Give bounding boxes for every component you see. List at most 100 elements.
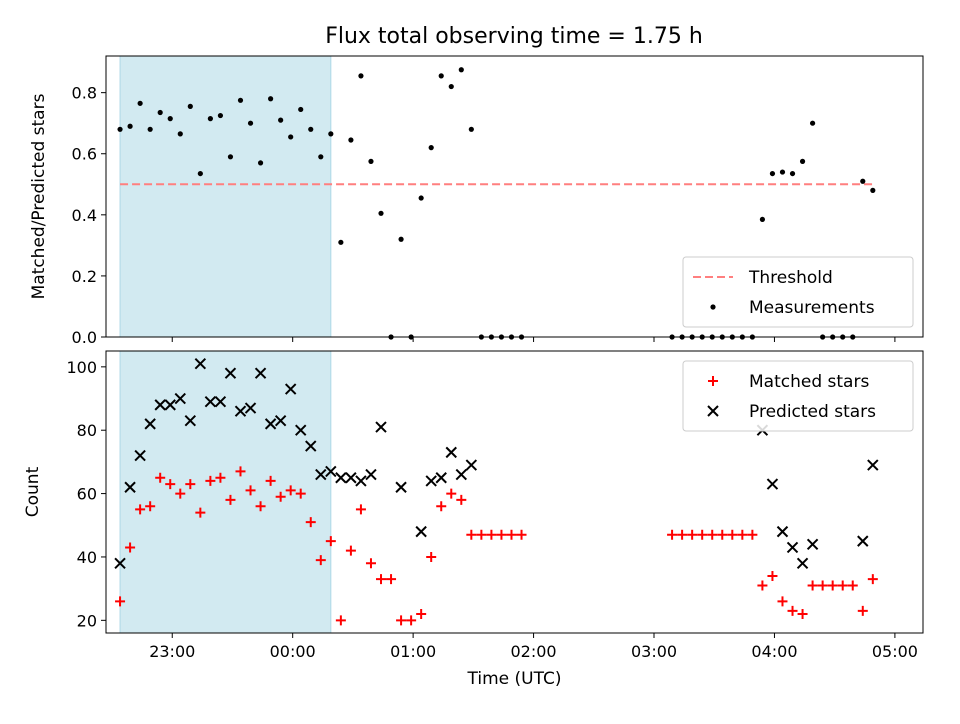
data-point [435, 472, 447, 484]
data-point [687, 529, 698, 540]
legend-label: Predicted stars [749, 402, 876, 422]
data-point [205, 475, 216, 486]
data-point [117, 126, 123, 132]
data-point [386, 574, 397, 585]
data-point [174, 392, 186, 405]
legend-box [682, 360, 914, 432]
legend-box [682, 256, 914, 328]
data-point [215, 472, 226, 483]
data-point [185, 479, 196, 490]
data-point [114, 557, 126, 569]
data-point [164, 399, 176, 411]
legend: Threshold Measurements [682, 256, 914, 328]
legend-marker [708, 376, 718, 386]
data-point [284, 383, 297, 395]
data-point [315, 555, 326, 566]
data-point [777, 596, 788, 607]
data-point [144, 418, 156, 430]
y-axis-label: Matched/Predicted stars [29, 93, 49, 299]
y-tick-label: 0.8 [72, 84, 97, 103]
data-point [707, 529, 718, 540]
data-point [254, 367, 267, 379]
x-tick-label: 01:00 [390, 642, 436, 661]
data-point [145, 501, 156, 512]
data-point [737, 529, 748, 540]
data-point [278, 117, 284, 123]
data-point [677, 529, 688, 540]
data-point [184, 415, 197, 427]
x-tick-label: 23:00 [149, 642, 195, 661]
data-point [227, 154, 234, 160]
data-point [348, 137, 354, 143]
data-point [115, 596, 126, 607]
y-tick-label: 0.2 [72, 267, 97, 286]
data-point [769, 170, 776, 177]
x-tick-label: 00:00 [270, 642, 316, 661]
data-point [244, 402, 257, 414]
data-point [506, 529, 517, 540]
x-axis-label: Time (UTC) [467, 669, 562, 689]
series-matched-stars [115, 466, 878, 626]
data-point [268, 96, 274, 102]
data-point [155, 472, 166, 483]
data-point [476, 529, 487, 540]
data-point [225, 494, 236, 505]
legend: Matched stars Predicted stars [682, 360, 914, 432]
data-point [799, 158, 806, 164]
data-point [365, 558, 376, 569]
data-point [667, 529, 678, 540]
data-point [465, 459, 478, 471]
data-point [766, 478, 779, 490]
data-point [167, 116, 173, 122]
data-point [776, 525, 789, 538]
data-point [338, 239, 344, 245]
data-point [767, 570, 778, 581]
data-point [375, 421, 387, 433]
data-point [446, 488, 457, 499]
data-point [516, 529, 527, 540]
data-point [837, 580, 848, 591]
legend-marker [707, 405, 719, 417]
data-point [288, 134, 294, 140]
data-point [747, 529, 758, 540]
data-point [147, 126, 153, 132]
legend-label: Measurements [749, 298, 875, 318]
count-panel: 20 40 60 80 100 23:00 00:00 01:00 02:00 03:00 04:0… [23, 350, 924, 689]
data-point [285, 485, 296, 496]
data-point [305, 517, 316, 528]
data-point [335, 615, 346, 626]
data-point [234, 405, 247, 417]
data-point [295, 424, 307, 436]
data-point [355, 475, 367, 487]
observing-window-shade [119, 350, 332, 634]
legend-label: Threshold [748, 268, 833, 288]
data-point [847, 580, 858, 591]
data-point [455, 468, 468, 481]
data-point [395, 481, 407, 493]
data-point [378, 210, 384, 216]
legend-label: Matched stars [749, 372, 869, 392]
data-point [325, 536, 336, 547]
data-point [135, 504, 146, 515]
data-point [697, 529, 708, 540]
data-point [318, 154, 324, 160]
data-point [134, 449, 146, 462]
y-tick-label: 40 [77, 548, 97, 567]
data-point [125, 542, 136, 553]
data-point [438, 73, 444, 79]
data-point [396, 615, 407, 626]
y-tick-label: 0.6 [72, 145, 97, 164]
data-point [428, 145, 434, 151]
axes-frame [105, 55, 924, 338]
data-point [445, 446, 457, 459]
data-point [308, 126, 314, 132]
data-point [416, 608, 427, 619]
y-tick-label: 0.0 [72, 328, 97, 347]
data-point [237, 97, 244, 103]
data-point [817, 580, 828, 591]
data-point [275, 491, 286, 502]
legend-marker [710, 304, 716, 310]
x-tick-label: 04:00 [751, 642, 797, 661]
axes-frame [105, 350, 924, 634]
